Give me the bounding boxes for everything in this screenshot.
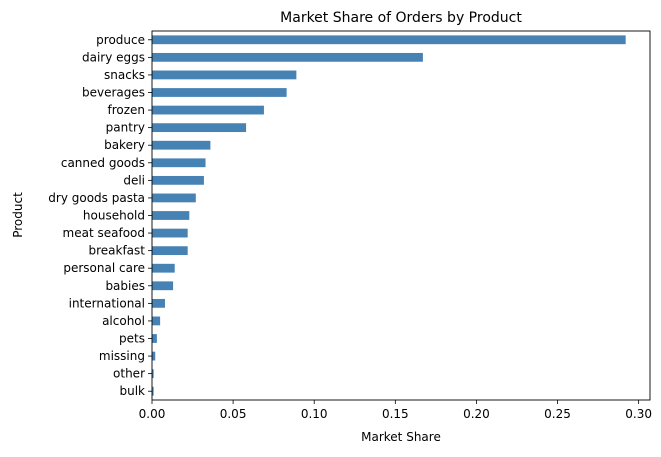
bar-bakery [152,140,211,150]
x-tick-label: 0.30 [625,407,652,421]
x-tick-label: 0.05 [220,407,247,421]
y-tick-label: pets [119,332,145,346]
bar-personal-care [152,263,175,273]
y-tick-label: household [83,209,145,223]
bar-produce [152,35,626,45]
y-tick-label: beverages [82,86,145,100]
x-tick-label: 0.00 [139,407,166,421]
y-tick-label: meat seafood [63,226,145,240]
y-tick-label: bakery [104,138,145,152]
bar-canned-goods [152,158,206,168]
y-tick-label: other [113,367,145,381]
y-axis-label: Product [11,192,25,238]
y-tick-label: babies [105,279,145,293]
y-tick-label: canned goods [61,156,145,170]
x-tick-label: 0.10 [301,407,328,421]
x-axis-label: Market Share [361,430,441,444]
y-tick-label: international [69,296,145,310]
y-tick-label: breakfast [88,244,145,258]
bar-bulk [152,386,154,396]
x-tick-label: 0.20 [463,407,490,421]
bar-snacks [152,70,297,80]
bar-breakfast [152,246,188,256]
bar-missing [152,351,156,361]
bar-other [152,369,154,379]
bars-layer [152,35,626,396]
bar-pets [152,334,157,343]
bar-alcohol [152,316,161,326]
y-tick-label: bulk [119,384,145,398]
y-tick-label: pantry [106,121,145,135]
bar-babies [152,281,174,291]
y-tick-label: dry goods pasta [48,191,145,205]
chart-title: Market Share of Orders by Product [280,10,522,26]
bar-deli [152,175,204,185]
y-tick-label: produce [96,33,145,47]
bar-frozen [152,105,264,115]
y-tick-label: dairy eggs [82,50,145,64]
y-tick-label: deli [123,173,145,187]
x-tick-label: 0.25 [544,407,571,421]
y-tick-label: alcohol [102,314,145,328]
bar-beverages [152,88,287,97]
y-tick-label: personal care [63,261,145,275]
plot-frame [151,30,651,401]
bar-pantry [152,123,247,133]
y-tick-label: frozen [107,103,145,117]
bar-dry-goods-pasta [152,193,196,203]
x-tick-label: 0.15 [382,407,409,421]
y-tick-label: missing [99,349,145,363]
bar-international [152,298,165,308]
y-tick-label: snacks [104,68,145,82]
ticks-layer: produce dairy eggs snacks beverages frozen pa… [48,33,652,421]
bar-household [152,211,190,220]
bar-dairy-eggs [152,52,423,62]
bar-meat-seafood [152,228,188,238]
